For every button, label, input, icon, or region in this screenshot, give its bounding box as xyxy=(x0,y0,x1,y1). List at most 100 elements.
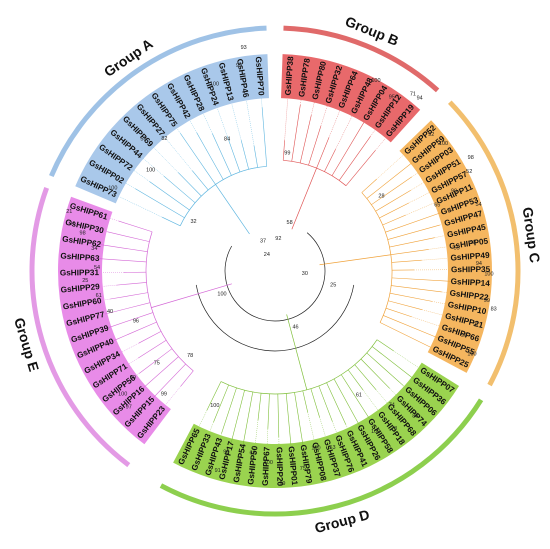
leaf-branch xyxy=(302,390,309,413)
group-c-arc xyxy=(448,100,521,387)
bootstrap-value: 98 xyxy=(470,240,476,246)
leaf-branch-extension xyxy=(176,128,181,134)
leaf-branch xyxy=(230,390,245,445)
bootstrap-value: 78 xyxy=(391,426,397,432)
leaf-branch-extension xyxy=(357,422,361,427)
group-e-label-band xyxy=(58,196,171,445)
leaf-branch-extension xyxy=(164,137,193,171)
bootstrap-value: 90 xyxy=(451,188,457,194)
leaf-branch-extension xyxy=(122,342,140,353)
leaf-branch xyxy=(360,358,390,389)
leaf-branch-extension xyxy=(319,417,326,437)
bootstrap-value: 91 xyxy=(215,468,221,474)
leaf-branch-extension xyxy=(439,224,442,226)
bootstrap-value: 55 xyxy=(454,246,460,252)
leaf-label: GsHIPP38 xyxy=(283,56,295,96)
group-a-label-band xyxy=(75,54,269,204)
leaf-branch xyxy=(138,331,162,344)
leaf-branch xyxy=(354,364,377,390)
bootstrap-value: 100 xyxy=(311,445,320,451)
leaf-label-backgrounds xyxy=(58,54,492,489)
leaf-label: GsHIPP29 xyxy=(60,282,100,294)
leaf-branch xyxy=(145,363,186,406)
leaf-branch xyxy=(192,170,209,191)
leaf-branch xyxy=(371,346,418,382)
bootstrap-value: 100 xyxy=(118,391,127,397)
leaf-branch xyxy=(261,107,268,167)
leaf-branch xyxy=(391,259,422,263)
leaf-branch-extension xyxy=(421,309,443,316)
bootstrap-value: 75 xyxy=(154,360,160,366)
leaf-branch-extension xyxy=(332,421,337,433)
leaf-branch-extension xyxy=(405,202,435,216)
bootstrap-value: 83 xyxy=(491,307,497,313)
group-e-arc xyxy=(29,187,131,468)
bootstrap-value: 100 xyxy=(210,82,219,88)
bootstrap-value: 82 xyxy=(161,136,167,142)
bootstrap-value: 84 xyxy=(224,136,230,142)
leaf-branch-extension xyxy=(438,211,444,214)
bootstrap-value: 34 xyxy=(91,246,97,252)
group-c-stem xyxy=(319,254,391,266)
bootstrap-value: 100 xyxy=(217,292,226,298)
bootstrap-value: 92 xyxy=(275,236,281,242)
leaf-branch xyxy=(391,285,442,293)
leaf-branch-extension xyxy=(328,110,340,138)
bootstrap-value: 40 xyxy=(107,309,113,315)
bootstrap-value: 99 xyxy=(130,375,136,381)
group-d-arc xyxy=(159,398,484,517)
bootstrap-value: 99 xyxy=(161,391,167,397)
root-arc xyxy=(224,232,326,322)
bootstrap-value: 61 xyxy=(356,392,362,398)
bootstrap-value: 96 xyxy=(69,221,75,227)
leaf-branch-extension xyxy=(428,246,447,250)
leaf-label: GsHIPP35 xyxy=(451,265,491,274)
leaf-branch-extension xyxy=(246,100,255,146)
leaf-branch xyxy=(316,137,330,169)
bootstrap-value: 98 xyxy=(80,231,86,237)
bootstrap-value: 25 xyxy=(82,278,88,284)
leaf-branch-extension xyxy=(217,107,228,137)
leaf-branch xyxy=(294,392,305,451)
leaf-branch-extension xyxy=(198,410,208,427)
bootstrap-value: 74 xyxy=(389,402,395,408)
inner-arc xyxy=(195,284,355,352)
leaf-branch-extension xyxy=(231,103,242,141)
group-e-branch-arc xyxy=(145,231,194,372)
bootstrap-value: 100 xyxy=(439,141,448,147)
leaf-branch-extension xyxy=(87,257,103,260)
leaf-branch xyxy=(388,300,423,310)
leaf-branch-extension xyxy=(375,389,388,403)
bootstrap-value: 25 xyxy=(330,283,336,289)
leaf-branch xyxy=(338,136,371,181)
leaf-branch-extension xyxy=(335,116,353,150)
bootstrap-value: 100 xyxy=(210,403,219,409)
leaf-branch xyxy=(180,133,216,185)
leaf-branch-extension xyxy=(311,102,315,116)
leaf-branch-extension xyxy=(410,162,412,164)
leaf-branch xyxy=(178,172,202,197)
leaf-branch-extension xyxy=(209,421,214,432)
leaf-branch-extension xyxy=(368,416,375,427)
group-arcs xyxy=(29,25,521,517)
leaf-branch xyxy=(383,315,443,341)
leaf-branch xyxy=(385,307,412,318)
bootstrap-value: 99 xyxy=(484,298,490,304)
bootstrap-value: 61 xyxy=(96,293,102,299)
leaf-branch-extension xyxy=(110,218,119,222)
leaf-branch-extension xyxy=(143,158,165,177)
bootstrap-value: 90 xyxy=(223,450,229,456)
group-e-stem xyxy=(151,283,232,308)
bootstrap-value: 99 xyxy=(284,151,290,157)
leaf-branch-extension xyxy=(320,105,328,127)
leaf-branch xyxy=(196,132,224,180)
leaf-label: GsHIPP50 xyxy=(246,445,259,485)
leaf-branch xyxy=(213,384,229,423)
bootstrap-value: 28 xyxy=(378,193,384,199)
leaf-branch xyxy=(375,189,411,212)
leaf-branch-extension xyxy=(261,98,263,108)
leaf-branch-extension xyxy=(362,389,379,411)
bootstrap-value: 85 xyxy=(412,413,418,419)
tree-branches xyxy=(87,98,451,455)
leaf-branch-extension xyxy=(118,196,163,218)
